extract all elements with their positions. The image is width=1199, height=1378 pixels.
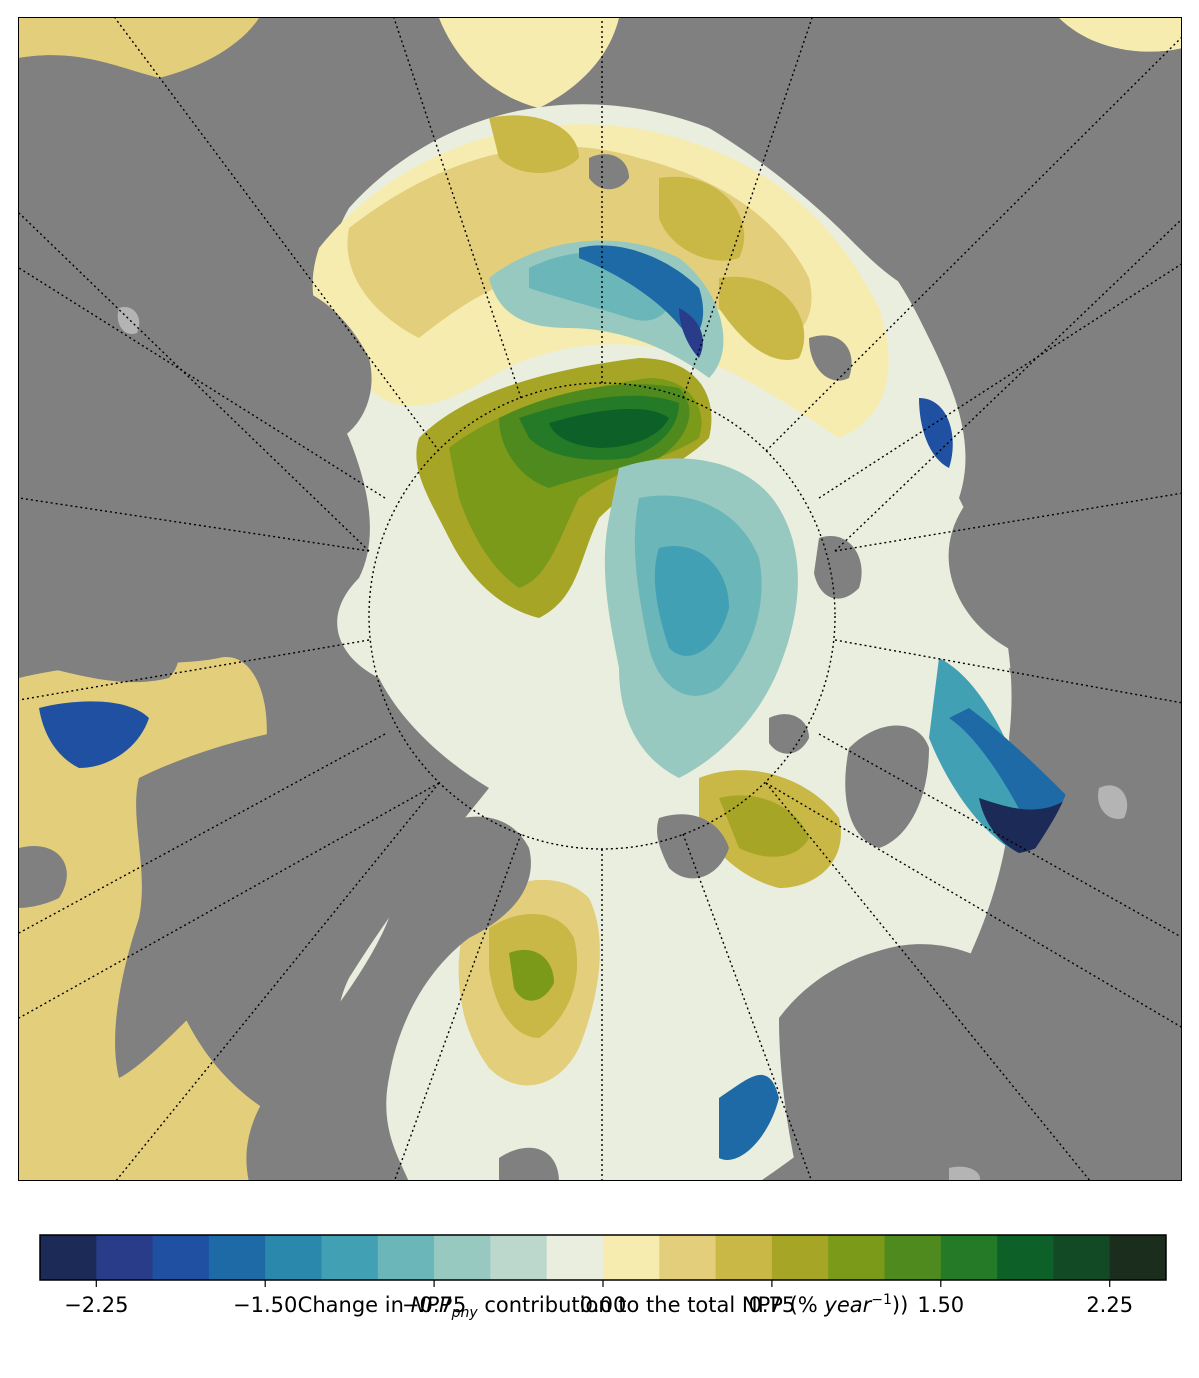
ocean-top-right — [1059, 18, 1181, 52]
meridian-16 — [19, 267, 386, 499]
colorbar-label: Change in NPPphy contribution to the tot… — [297, 1292, 909, 1322]
meridian-12 — [115, 782, 440, 1180]
land-iceland — [499, 1147, 559, 1180]
colorbar-tick-label: −1.50 — [233, 1293, 297, 1317]
meridian-11 — [393, 833, 522, 1180]
land-svalbard — [657, 814, 729, 879]
colorbar-swatch — [96, 1235, 154, 1280]
meridian-6 — [834, 492, 1181, 552]
meridian-5 — [818, 263, 1181, 499]
land-canada-north — [19, 55, 277, 311]
colorbar-tick-label: 0.00 — [580, 1293, 627, 1317]
meridian-15 — [19, 497, 370, 552]
colorbar-label-unit: year — [824, 1293, 872, 1317]
south-green — [458, 770, 841, 1086]
lakes — [117, 307, 1128, 1180]
arctic-map — [18, 17, 1182, 1181]
colorbar-swatch — [152, 1235, 210, 1280]
land-siberia-right — [948, 278, 1181, 698]
land-greenland — [115, 722, 430, 1078]
colorbar-swatch — [208, 1235, 266, 1280]
colorbar-tick-label: 0.75 — [749, 1293, 796, 1317]
colorbar-swatch — [377, 1235, 435, 1280]
land-novaya-zemlya — [845, 725, 929, 848]
meridian-18 — [19, 212, 370, 552]
land-kara — [1009, 668, 1181, 1018]
colorbar-swatch — [603, 1235, 660, 1280]
meridian-19 — [834, 218, 1181, 552]
colorbar-label-sup: −1 — [871, 1292, 892, 1308]
land-labrador — [19, 846, 67, 908]
land-islands-2 — [209, 455, 269, 522]
colorbar-swatch — [1053, 1235, 1111, 1280]
land-canada-west — [19, 305, 160, 558]
colorbar-label-sub: phy — [451, 1305, 478, 1322]
colorbar-swatch — [1109, 1235, 1167, 1280]
ocean-top-left — [19, 18, 259, 78]
meridian-14 — [19, 639, 370, 701]
map-svg — [19, 18, 1181, 1180]
land-franz — [769, 714, 809, 754]
colorbar-svg: −2.25 −1.50 −0.75 0.00 0.75 1.50 2.25 — [39, 1234, 1167, 1317]
land-greenland-south — [246, 816, 531, 1180]
colorbar-tick-label: −0.75 — [402, 1293, 466, 1317]
east-blue — [39, 245, 1069, 1160]
colorbar-swatch — [265, 1235, 322, 1280]
ocean-top-strip — [439, 18, 619, 108]
meridian-3 — [682, 18, 813, 399]
meridian-20 — [19, 782, 440, 1019]
colorbar-tick-label: −2.25 — [64, 1293, 128, 1317]
land-ellesmere — [249, 286, 372, 450]
graticule — [19, 18, 1181, 1180]
land-scandinavia — [779, 944, 1181, 1180]
land-islands-3 — [259, 536, 321, 599]
colorbar-swatch — [715, 1235, 773, 1280]
colorbar-swatch — [546, 1235, 604, 1280]
colorbar-tick-label: 1.50 — [917, 1293, 964, 1317]
colorbar-swatch — [940, 1235, 998, 1280]
colorbar-swatch — [884, 1235, 942, 1280]
meridian-2 — [393, 18, 522, 399]
land-islands-4 — [129, 415, 189, 473]
land-siberia-top — [619, 18, 1181, 301]
meridian-4 — [765, 37, 1181, 452]
colorbar-swatch — [40, 1235, 97, 1280]
meridian-9 — [765, 782, 1091, 1180]
colorbar-swatch — [828, 1235, 885, 1280]
land-islands-1 — [219, 345, 279, 412]
meridian-17 — [114, 18, 440, 452]
land-new-siberian — [809, 335, 852, 381]
colorbar-swatch — [321, 1235, 379, 1280]
colorbar-tick-label: 2.25 — [1086, 1293, 1133, 1317]
meridian-7 — [834, 639, 1181, 704]
land-severnaya — [814, 536, 862, 599]
colorbar-swatch — [434, 1235, 491, 1280]
meridian-21 — [765, 782, 1181, 1028]
land-wrangel — [589, 154, 629, 190]
colorbar-swatch — [490, 1235, 548, 1280]
colorbar-swatch — [659, 1235, 717, 1280]
colorbar-swatch — [771, 1235, 829, 1280]
colorbar: −2.25 −1.50 −0.75 0.00 0.75 1.50 2.25 — [39, 1234, 1167, 1317]
land-baffin — [19, 554, 180, 683]
colorbar-swatch — [997, 1235, 1054, 1280]
land-masses — [19, 18, 1181, 1180]
colorbar-label-var: NPP — [410, 1293, 452, 1317]
ocean-bottom-left — [19, 871, 375, 1180]
meridian-10 — [682, 833, 813, 1180]
